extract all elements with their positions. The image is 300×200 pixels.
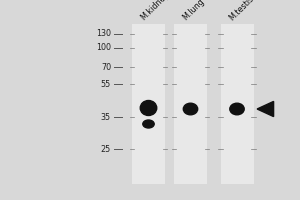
Text: M.lung: M.lung	[181, 0, 206, 22]
Text: 70: 70	[101, 62, 111, 72]
Polygon shape	[257, 101, 274, 117]
Bar	[220, 24, 254, 184]
Ellipse shape	[230, 103, 244, 115]
Text: 25: 25	[101, 144, 111, 154]
Bar	[132, 24, 165, 184]
Ellipse shape	[140, 100, 157, 116]
Text: M.testis: M.testis	[228, 0, 256, 22]
Text: M.kidney: M.kidney	[139, 0, 171, 22]
Bar	[174, 24, 207, 184]
Text: 130: 130	[96, 29, 111, 38]
Ellipse shape	[183, 103, 198, 115]
Text: 100: 100	[96, 44, 111, 52]
Ellipse shape	[143, 120, 154, 128]
Text: 35: 35	[101, 112, 111, 121]
Text: 55: 55	[101, 80, 111, 88]
